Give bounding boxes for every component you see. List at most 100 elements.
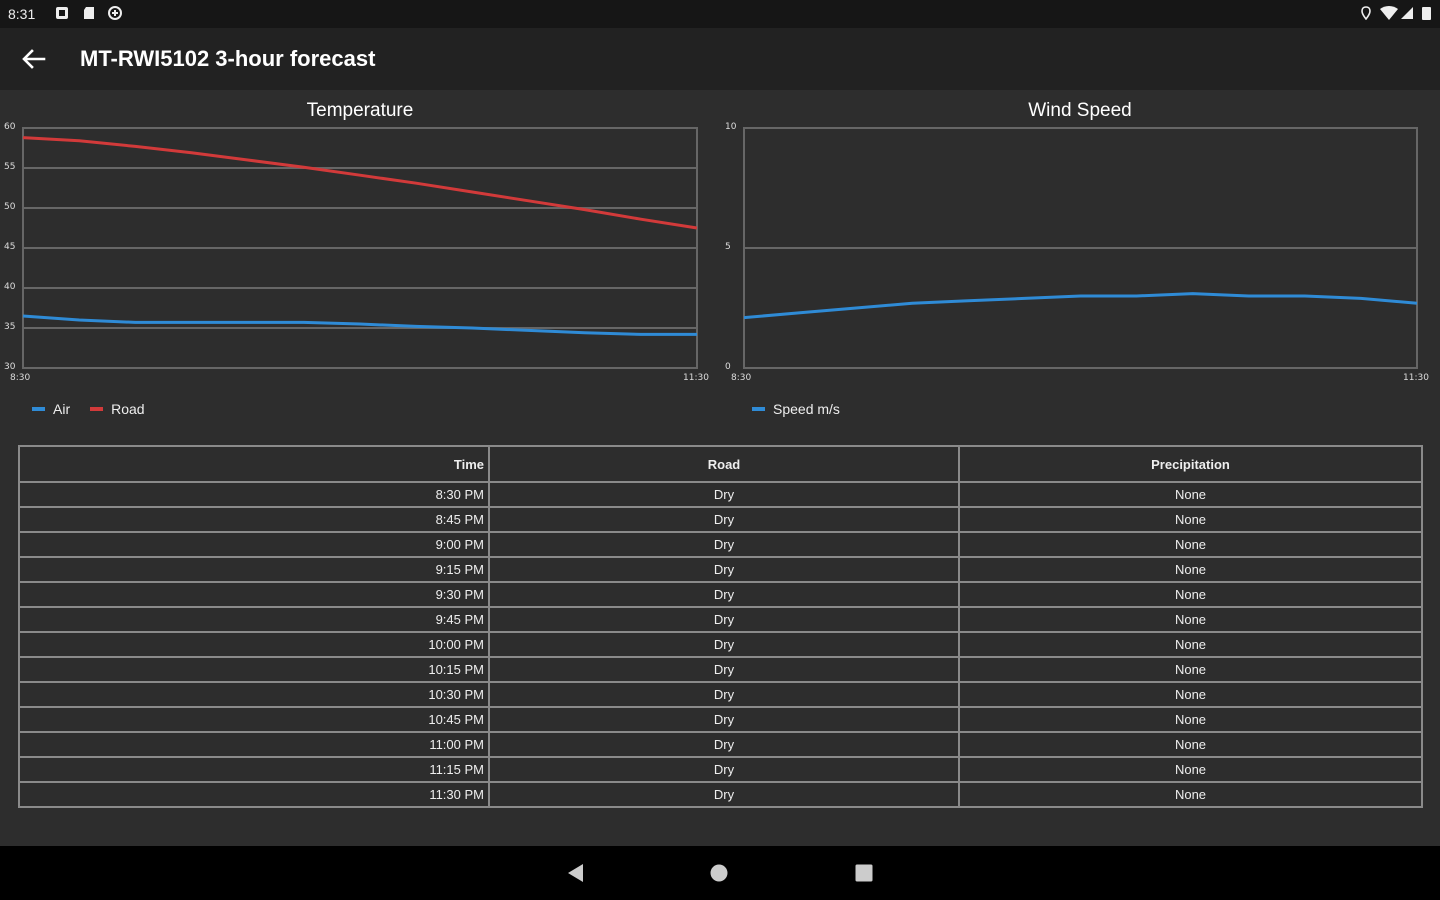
table-header-row: Time Road Precipitation — [18, 445, 1423, 483]
wind-chart-title: Wind Speed — [1028, 100, 1132, 121]
table-row: 10:30 PM Dry None — [18, 681, 1423, 708]
temperature-series-air — [22, 314, 697, 336]
temperature-y-tick: 35 — [4, 322, 16, 332]
status-time: 8:31 — [8, 6, 36, 22]
legend-label-road: Road — [111, 401, 145, 417]
navigation-bar — [0, 846, 1440, 900]
cell-road: Dry — [488, 581, 960, 608]
location-icon — [1361, 6, 1371, 20]
home-circle-icon[interactable] — [710, 864, 728, 882]
cell-road: Dry — [488, 731, 960, 758]
legend-label-speed: Speed m/s — [773, 401, 840, 417]
temperature-y-tick: 40 — [4, 282, 16, 292]
temperature-legend: Air Road — [32, 401, 165, 417]
wind-series-speed-m-s — [743, 292, 1418, 320]
status-bar: 8:31 — [0, 0, 1440, 28]
legend-item-speed: Speed m/s — [752, 401, 840, 417]
cell-road: Dry — [488, 606, 960, 633]
header-road: Road — [488, 445, 960, 483]
cell-time: 9:30 PM — [18, 581, 490, 608]
cell-precipitation: None — [958, 506, 1423, 533]
wind-y-tick: 5 — [725, 242, 731, 252]
wind-x-tick-end: 11:30 — [1403, 373, 1429, 383]
header-time: Time — [18, 445, 490, 483]
recents-square-icon[interactable] — [855, 864, 873, 882]
temperature-x-tick-end: 11:30 — [683, 373, 709, 383]
page-title: MT-RWI5102 3-hour forecast — [80, 46, 376, 71]
cell-road: Dry — [488, 556, 960, 583]
temperature-y-tick: 30 — [4, 362, 16, 372]
table-row: 10:45 PM Dry None — [18, 706, 1423, 733]
cell-time: 10:15 PM — [18, 656, 490, 683]
cell-precipitation: None — [958, 606, 1423, 633]
back-triangle-icon[interactable] — [566, 863, 586, 883]
cell-precipitation: None — [958, 706, 1423, 733]
cell-road: Dry — [488, 631, 960, 658]
wind-legend: Speed m/s — [752, 401, 860, 417]
legend-item-air: Air — [32, 401, 70, 417]
table-row: 11:15 PM Dry None — [18, 756, 1423, 783]
cell-time: 9:00 PM — [18, 531, 490, 558]
temperature-y-tick: 45 — [4, 242, 16, 252]
sd-card-icon — [84, 7, 94, 19]
cell-time: 10:00 PM — [18, 631, 490, 658]
cell-time: 8:45 PM — [18, 506, 490, 533]
cell-precipitation: None — [958, 631, 1423, 658]
battery-icon — [1422, 7, 1431, 20]
temperature-y-tick: 60 — [4, 122, 16, 132]
wind-y-tick: 0 — [725, 362, 731, 372]
signal-icon — [1401, 7, 1413, 19]
speed-swatch — [752, 407, 765, 411]
temperature-chart-title: Temperature — [306, 100, 414, 121]
wind-x-tick-start: 8:30 — [731, 373, 752, 383]
temperature-x-tick-start: 8:30 — [10, 373, 31, 383]
road-swatch — [90, 407, 104, 411]
cell-precipitation: None — [958, 756, 1423, 783]
wind-y-tick: 10 — [725, 122, 737, 132]
table-row: 9:45 PM Dry None — [18, 606, 1423, 633]
cell-road: Dry — [488, 706, 960, 733]
cell-precipitation: None — [958, 556, 1423, 583]
cell-precipitation: None — [958, 531, 1423, 558]
cell-road: Dry — [488, 531, 960, 558]
cell-road: Dry — [488, 756, 960, 783]
table-row: 8:30 PM Dry None — [18, 481, 1423, 508]
app-bar: MT-RWI5102 3-hour forecast — [0, 28, 1440, 90]
table-row: 10:15 PM Dry None — [18, 656, 1423, 683]
wifi-icon — [1380, 6, 1398, 20]
cell-precipitation: None — [958, 656, 1423, 683]
cell-time: 10:45 PM — [18, 706, 490, 733]
air-swatch — [32, 407, 45, 411]
header-precipitation: Precipitation — [958, 445, 1423, 483]
table-row: 10:00 PM Dry None — [18, 631, 1423, 658]
cell-precipitation: None — [958, 581, 1423, 608]
temperature-y-tick: 50 — [4, 202, 16, 212]
cell-time: 8:30 PM — [18, 481, 490, 508]
table-row: 11:30 PM Dry None — [18, 781, 1423, 808]
cell-time: 9:45 PM — [18, 606, 490, 633]
cell-time: 9:15 PM — [18, 556, 490, 583]
cell-road: Dry — [488, 681, 960, 708]
cell-precipitation: None — [958, 681, 1423, 708]
cell-time: 11:15 PM — [18, 756, 490, 783]
cell-time: 10:30 PM — [18, 681, 490, 708]
cell-time: 11:30 PM — [18, 781, 490, 808]
back-arrow-icon[interactable] — [18, 44, 48, 74]
cell-precipitation: None — [958, 481, 1423, 508]
table-row: 9:15 PM Dry None — [18, 556, 1423, 583]
cell-road: Dry — [488, 506, 960, 533]
cell-precipitation: None — [958, 781, 1423, 808]
cell-road: Dry — [488, 656, 960, 683]
temperature-y-tick: 55 — [4, 162, 16, 172]
sync-icon — [108, 6, 122, 20]
table-row: 9:30 PM Dry None — [18, 581, 1423, 608]
cell-time: 11:00 PM — [18, 731, 490, 758]
cell-road: Dry — [488, 781, 960, 808]
cell-road: Dry — [488, 481, 960, 508]
legend-item-road: Road — [90, 401, 145, 417]
temperature-series-road — [22, 136, 698, 230]
forecast-table: Time Road Precipitation 8:30 PM Dry None 8:… — [18, 445, 1423, 808]
notification-icon — [56, 7, 68, 19]
table-row: 9:00 PM Dry None — [18, 531, 1423, 558]
